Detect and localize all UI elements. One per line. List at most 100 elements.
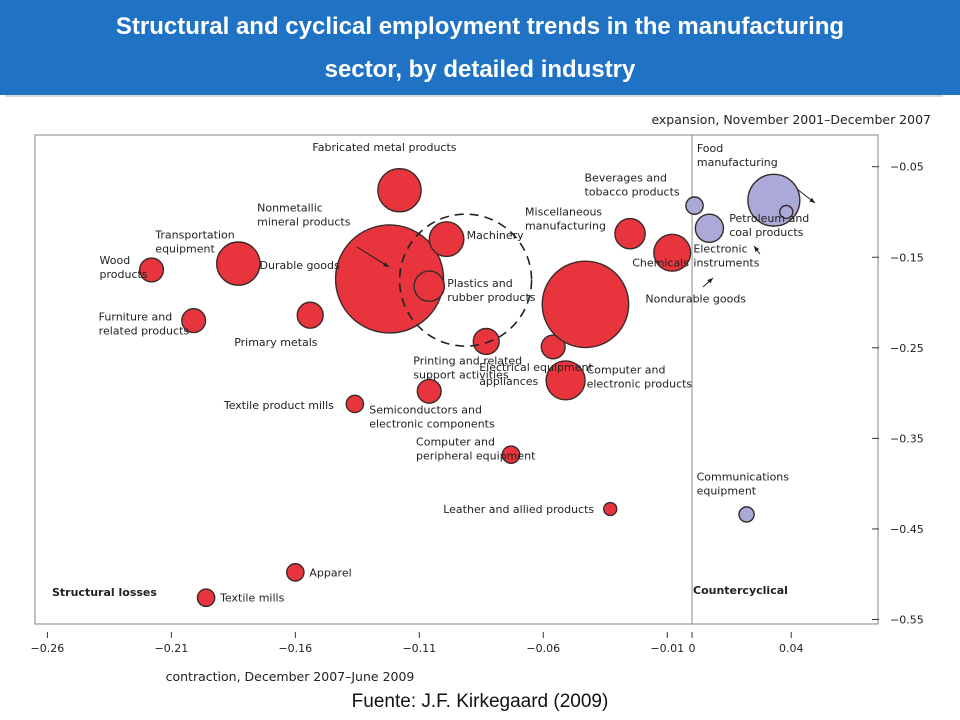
bubble-label-line: Food	[697, 142, 723, 155]
bubble-label-furniture-and-related-products: Furniture and related products	[99, 311, 190, 338]
banner-divider	[5, 95, 943, 97]
bubble-label-line: products	[100, 268, 148, 281]
x-tick-label: −0.11	[402, 642, 436, 655]
bubble-electronic-instruments	[694, 213, 725, 244]
bubble-label-line: appliances	[479, 375, 538, 388]
bubble-label-line: manufacturing	[525, 220, 606, 233]
bubble-label-textile-product-mills: Textile product mills	[223, 399, 334, 412]
bubble-label-line: Electronic	[693, 242, 747, 255]
bubble-label-line: Chemicals	[632, 257, 689, 270]
bubble-petroleum-and-coal-products	[779, 204, 794, 220]
bubble-label-beverages-and-tobacco-products: Beverages and tobacco products	[585, 172, 680, 199]
bubble-printing-and-related-support-activities	[472, 327, 500, 356]
y-tick-label: −0.05	[890, 161, 924, 174]
plot-frame	[34, 134, 879, 625]
bubble-label-electronic-instruments: Electronic instruments	[693, 242, 759, 269]
bubble-label-fabricated-metal-products: Fabricated metal products	[312, 141, 456, 154]
bubble-label-machinery: Machinery	[467, 229, 525, 242]
bubble-label-line: Computer and	[587, 363, 666, 376]
bubble-label-wood-products: Wood products	[100, 254, 148, 281]
bubble-chart: Fabricated metal products Nonmetallic mine…	[31, 112, 931, 684]
bubble-label-line: Electrical equipment	[479, 361, 593, 374]
bubble-label-line: Computer and	[416, 436, 495, 449]
bubble-label-line: Nonmetallic	[257, 201, 323, 214]
bubble-label-textile-mills: Textile mills	[219, 592, 285, 605]
bubble-label-line: rubber products	[447, 291, 536, 304]
bubble-label-transportation-equipment: Transportation equipment	[154, 229, 234, 256]
bubble-label-apparel: Apparel	[309, 566, 351, 579]
x-axis-title: contraction, December 2007–June 2009	[166, 669, 415, 684]
bubble-label-line: Transportation	[154, 229, 234, 242]
bubble-miscellaneous-manufacturing	[614, 217, 646, 250]
bubble-label-line: Printing and related	[413, 354, 522, 367]
bubble-label-line: equipment	[697, 484, 757, 497]
y-tick-label: −0.45	[890, 523, 924, 536]
bubble-transportation-equipment	[216, 241, 261, 286]
bubble-apparel	[285, 563, 305, 582]
bubble-plastics-and-rubber-products	[413, 270, 446, 303]
bubble-label-line: Machinery	[467, 229, 525, 242]
bubble-label-electrical-equipment-appliances: Electrical equipment appliances	[479, 361, 593, 388]
x-tick-label: 0.04	[779, 642, 804, 655]
bubble-label-line: support activities	[413, 368, 509, 381]
bubble-label-primary-metals: Primary metals	[234, 336, 318, 349]
bubble-semiconductors-and-electronic-components	[416, 378, 442, 404]
bubble-label-line: related products	[99, 325, 190, 338]
bubble-label-line: Wood	[100, 254, 131, 267]
chart-title-line-2: sector, by detailed industry	[324, 56, 636, 83]
x-tick-label: −0.26	[31, 642, 65, 655]
bubble-wood-products	[138, 257, 165, 283]
bubble-label-line: Fabricated metal products	[312, 141, 456, 154]
corner-label-structural-losses: Structural losses	[52, 586, 157, 599]
bubble-label-line: instruments	[693, 256, 759, 269]
arrow-nonmetallic-head	[383, 262, 389, 267]
bubble-label-line: Furniture and	[99, 311, 173, 324]
bubble-label-semiconductors-and-electronic-components: Semiconductors and electronic components	[369, 403, 495, 430]
bubble-label-line: Textile mills	[219, 592, 285, 605]
bubble-computer-and-electronic-products	[545, 360, 586, 401]
bubble-label-nondurable-goods: Nondurable goods	[645, 292, 746, 305]
bubble-label-line: Leather and allied products	[443, 503, 594, 516]
source-caption: Fuente: J.F. Kirkegaard (2009)	[351, 691, 609, 712]
bubble-textile-product-mills	[345, 394, 365, 414]
bubble-label-printing-and-related-support-activities: Printing and related support activities	[413, 354, 522, 381]
bubble-label-line: Primary metals	[234, 336, 318, 349]
bubble-label-computer-and-peripheral-equipment: Computer and peripheral equipment	[416, 436, 536, 463]
bubble-primary-metals	[296, 301, 324, 329]
bubble-label-line: peripheral equipment	[416, 450, 536, 463]
title-banner: Structural and cyclical employment trend…	[0, 0, 960, 95]
bubble-label-line: mineral products	[257, 215, 351, 228]
arrow-food-head	[809, 197, 815, 203]
x-tick-label: −0.06	[526, 642, 560, 655]
x-tick-label: 0	[689, 642, 696, 655]
bubble-label-line: Apparel	[309, 566, 351, 579]
bubble-label-nonmetallic-mineral-products: Nonmetallic mineral products	[257, 201, 351, 228]
bubble-label-plastics-and-rubber-products: Plastics and rubber products	[447, 277, 536, 304]
bubble-computer-and-peripheral-equipment	[501, 445, 521, 465]
bubble-label-line: Miscellaneous	[525, 206, 602, 219]
bubble-label-line: electronic products	[587, 377, 693, 390]
bubble-durable-goods	[334, 224, 445, 334]
bubble-label-line: Durable goods	[260, 259, 340, 272]
bubble-communications-equipment	[738, 506, 755, 523]
bubble-label-line: electronic components	[369, 417, 495, 430]
bubble-label-miscellaneous-manufacturing: Miscellaneous manufacturing	[525, 206, 606, 233]
bubble-fabricated-metal-products	[377, 167, 422, 213]
bubble-label-petroleum-and-coal-products: Petroleum and coal products	[729, 212, 809, 239]
bubble-chemicals	[653, 233, 692, 272]
bubble-label-chemicals: Chemicals	[632, 257, 689, 270]
bubble-label-line: Beverages and	[585, 172, 668, 185]
bubble-label-line: Petroleum and	[729, 212, 809, 225]
bubble-label-line: Nondurable goods	[645, 292, 746, 305]
x-tick-label: −0.21	[155, 642, 189, 655]
bubble-label-communications-equipment: Communications equipment	[697, 470, 790, 497]
bubble-label-line: manufacturing	[697, 156, 778, 169]
arrow-chemicals-head	[707, 278, 713, 284]
bubble-label-line: Semiconductors and	[369, 403, 482, 416]
bubble-label-line: Plastics and	[447, 277, 513, 290]
bubble-electrical-equipment-appliances	[540, 334, 566, 360]
x-tick-label: −0.01	[650, 642, 684, 655]
bubble-label-line: tobacco products	[585, 186, 680, 199]
bubble-machinery	[428, 221, 465, 258]
bubble-label-food-manufacturing: Food manufacturing	[697, 142, 778, 169]
